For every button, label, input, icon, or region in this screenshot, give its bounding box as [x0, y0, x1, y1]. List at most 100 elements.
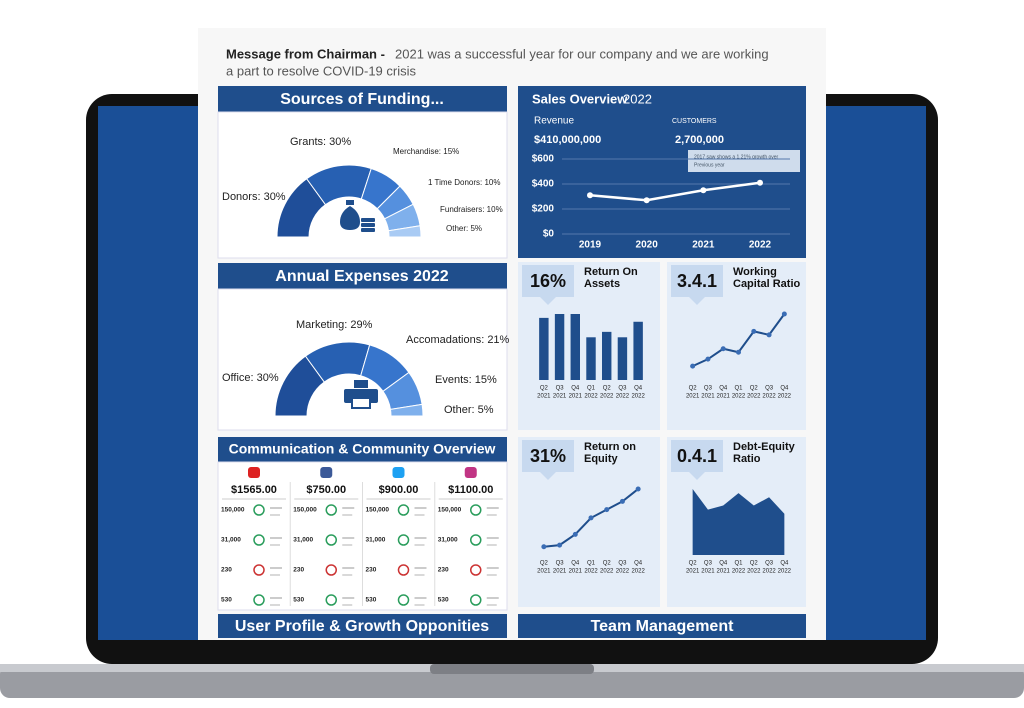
kpi-title: Return On	[584, 266, 638, 278]
social-icon	[464, 467, 477, 478]
kpi-badge	[671, 440, 723, 480]
stat-value: 150,000	[366, 507, 390, 514]
x-tick-label: Q3	[765, 561, 774, 567]
x-tick-label: 2022	[747, 569, 761, 575]
x-tick-label: 2022	[631, 394, 645, 400]
x-tick-label: Q4	[780, 561, 789, 567]
platform-amount: $750.00	[306, 484, 346, 496]
kpi-point	[781, 311, 787, 317]
kpi-point	[751, 328, 757, 334]
section-title: Sources of Funding...	[280, 91, 444, 108]
x-tick-label: 2021	[717, 394, 731, 400]
stat-value: 530	[438, 597, 449, 604]
x-tick-label: 2021	[717, 569, 731, 575]
x-tick-label: 2022	[631, 569, 645, 575]
platform-amount: $1565.00	[231, 484, 277, 496]
trend-icon	[253, 504, 265, 516]
social-icon	[320, 467, 333, 478]
kpi-point	[572, 531, 578, 537]
x-tick-label: Q4	[571, 386, 580, 392]
gauge-label: Events: 15%	[435, 374, 497, 386]
kpi-badge	[522, 440, 574, 480]
x-tick-label: 2021	[553, 394, 567, 400]
kpi-point	[619, 498, 625, 504]
revenue-label: Revenue	[534, 116, 574, 127]
gauge-label: Fundraisers: 10%	[440, 205, 503, 214]
bar	[570, 314, 580, 380]
x-tick-label: 2021	[701, 394, 715, 400]
gauge-segment	[389, 403, 424, 417]
x-tick-label: 2022	[732, 569, 746, 575]
bar	[539, 317, 549, 380]
section-header	[518, 614, 806, 638]
x-tick-label: Q2	[603, 561, 612, 567]
kpi-title: Debt-Equity	[733, 441, 796, 453]
gauge-label: Other: 5%	[444, 404, 494, 416]
money-icon	[340, 200, 375, 232]
kpi-title: Ratio	[733, 453, 761, 465]
stat-value: 150,000	[293, 507, 317, 514]
x-tick-label: 2022	[747, 394, 761, 400]
section-title: Communication & Community Overview	[229, 441, 496, 457]
x-tick-label: 2021	[569, 569, 583, 575]
laptop-notch	[430, 664, 594, 674]
x-tick-label: Q3	[556, 561, 565, 567]
kpi-point	[604, 507, 610, 513]
sales-line	[589, 181, 761, 202]
stat-value: 230	[438, 567, 449, 574]
message-text: 2021 was a successful year for our compa…	[395, 46, 769, 61]
gauge-label: Donors: 30%	[222, 191, 286, 203]
trend-icon	[325, 534, 337, 546]
laptop-base	[0, 664, 1024, 698]
trend-icon	[325, 594, 337, 606]
x-tick-label: Q1	[587, 386, 596, 392]
y-tick-label: $0	[543, 229, 555, 240]
x-tick-label: 2022	[749, 240, 772, 251]
x-tick-label: Q3	[618, 561, 627, 567]
stat-value: 150,000	[221, 507, 245, 514]
kpi-point	[705, 356, 711, 362]
kpi-area	[692, 489, 785, 555]
x-tick-label: 2021	[701, 569, 715, 575]
x-tick-label: Q4	[719, 386, 728, 392]
kpi-title: Capital Ratio	[733, 278, 801, 290]
kpi-title: Working	[733, 266, 777, 278]
stat-value: 530	[366, 597, 377, 604]
stat-value: 230	[221, 567, 232, 574]
section-title: Team Management	[591, 618, 735, 635]
stat-value: 530	[293, 597, 304, 604]
sales-title: Sales Overview	[532, 91, 628, 106]
x-tick-label: Q2	[750, 386, 759, 392]
kpi-value: 31%	[530, 446, 566, 466]
bar	[554, 314, 565, 380]
x-tick-label: Q4	[571, 561, 580, 567]
y-tick-label: $400	[532, 179, 555, 190]
bar	[617, 337, 628, 380]
gauge-segment	[387, 225, 422, 238]
x-tick-label: Q3	[618, 386, 627, 392]
sales-point	[757, 179, 763, 186]
x-tick-label: Q4	[634, 561, 643, 567]
x-tick-label: 2022	[778, 394, 792, 400]
x-tick-label: 2022	[778, 569, 792, 575]
platform-amount: $1100.00	[448, 484, 493, 496]
message-text: a part to resolve COVID-19 crisis	[226, 63, 417, 78]
x-tick-label: Q4	[780, 386, 789, 392]
stat-value: 230	[293, 567, 304, 574]
kpi-point	[720, 346, 726, 352]
x-tick-label: 2021	[686, 394, 700, 400]
gauge-label: Other: 5%	[446, 224, 482, 233]
kpi-point	[557, 542, 563, 548]
kpi-title: Equity	[584, 453, 618, 465]
section-title: User Profile & Growth Opponities	[235, 618, 489, 635]
customers-value: 2,700,000	[675, 134, 724, 146]
x-tick-label: Q2	[540, 386, 549, 392]
gauge-label: Merchandise: 15%	[393, 147, 459, 156]
trend-icon	[325, 504, 337, 516]
stat-value: 31,000	[293, 537, 313, 544]
trend-icon	[397, 534, 410, 546]
gauge-label: Office: 30%	[222, 372, 279, 384]
x-tick-label: Q1	[734, 561, 743, 567]
sales-year: 2022	[623, 91, 652, 106]
